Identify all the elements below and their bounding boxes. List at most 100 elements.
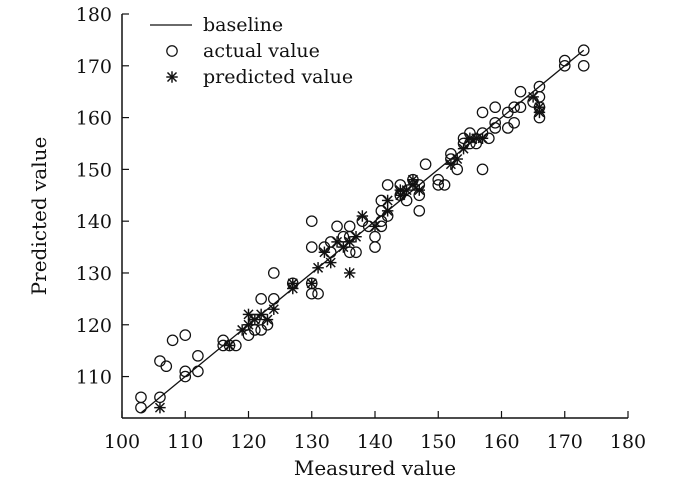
actual-value-point [476,163,489,176]
asterisk-stroke [319,247,330,258]
predicted-value-point [451,153,463,165]
asterisk-stroke [154,402,165,413]
predicted-value-point [400,184,413,196]
asterisk-stroke [287,278,298,289]
asterisk-stroke [268,304,279,315]
predicted-value-point [527,91,539,103]
legend-label-actual-value: actual value [203,40,320,62]
x-tick-label-160: 160 [483,431,519,453]
actual-value-point [369,241,381,253]
asterisk-stroke [445,159,456,170]
actual-value-point [305,241,318,253]
actual-value-point [489,122,501,134]
asterisk-stroke [249,314,260,325]
predicted-value-point [255,308,267,321]
predicted-value-point [306,277,318,290]
actual-value-point [166,334,179,347]
predicted-value-point [325,256,337,269]
asterisk-stroke [407,174,418,185]
y-tick-label-160: 160 [76,108,112,130]
predicted-value-point [261,313,274,326]
actual-value-point [508,101,520,114]
predicted-value-point [249,313,261,326]
asterisk-stroke [325,257,336,268]
asterisk-stroke [344,236,355,247]
predicted-value-point [356,210,369,222]
asterisk-stroke [477,133,488,144]
predicted-value-point [223,339,236,352]
actual-value-point [135,391,147,404]
predicted-value-point [343,236,356,248]
asterisk-stroke [262,314,273,325]
actual-value-point [438,179,451,191]
x-tick-label-170: 170 [547,431,583,453]
predicted-value-point [318,246,331,258]
actual-value-point [343,220,356,233]
actual-value-point [305,287,318,300]
actual-value-point [432,179,445,191]
actual-value-point [577,59,590,72]
actual-value-point [400,194,413,207]
actual-value-point [413,204,426,217]
actual-value-point [154,355,166,367]
predicted-value-point [331,236,343,248]
asterisk-stroke [357,210,368,222]
asterisk-stroke [166,71,178,83]
legend-label-baseline: baseline [203,14,283,36]
asterisk-stroke [243,309,254,320]
y-tick-label-170: 170 [76,56,112,78]
actual-value-point [331,220,343,233]
asterisk-stroke [338,242,349,253]
x-tick-label-180: 180 [610,431,646,453]
actual-value-point [419,158,432,171]
asterisk-stroke [458,143,469,154]
x-tick-label-100: 100 [104,431,140,453]
actual-value-point [242,329,255,341]
predicted-value-point [445,158,457,170]
asterisk-stroke [534,107,545,118]
predicted-value-point [312,262,324,274]
actual-value-point [135,401,147,414]
actual-value-point [192,350,204,362]
actual-value-point [381,179,394,191]
actual-value-point [558,59,571,72]
y-tick-label-110: 110 [76,367,112,389]
actual-value-point [476,106,489,119]
actual-value-point [451,163,464,176]
predicted-value-point [381,205,394,217]
actual-value-point [312,287,324,300]
asterisk-stroke [382,195,393,206]
actual-value-point [179,329,192,341]
x-tick-label-110: 110 [167,431,203,453]
actual-value-point [577,44,590,57]
legend: baseline actual value predicted value [150,14,353,88]
asterisk-stroke [414,185,425,196]
asterisk-stroke [344,267,355,278]
predicted-value-point [413,184,425,196]
asterisk-stroke [313,262,324,273]
x-tick-label-120: 120 [230,431,266,453]
asterisk-stroke [382,205,393,216]
y-tick-label-140: 140 [76,211,112,233]
actual-value-point [343,246,356,259]
y-tick-label-130: 130 [76,263,112,285]
x-tick-label-140: 140 [357,431,393,453]
actual-value-point [192,365,204,378]
actual-value-point [508,116,520,129]
predicted-value-point [369,220,381,233]
baseline-line [140,49,585,414]
predicted-value-point [154,401,166,414]
predicted-value-point [476,132,489,145]
actual-value-point [267,267,280,279]
actual-value-point [369,230,381,243]
x-axis-title: Measured value [294,456,456,480]
x-tick-label-150: 150 [420,431,456,453]
predicted-value-point [268,303,280,315]
asterisk-stroke [256,309,267,320]
asterisk-stroke [237,324,248,335]
predicted-value-point [343,267,356,279]
actual-value-point [179,365,192,378]
predicted-value-point [381,194,394,207]
